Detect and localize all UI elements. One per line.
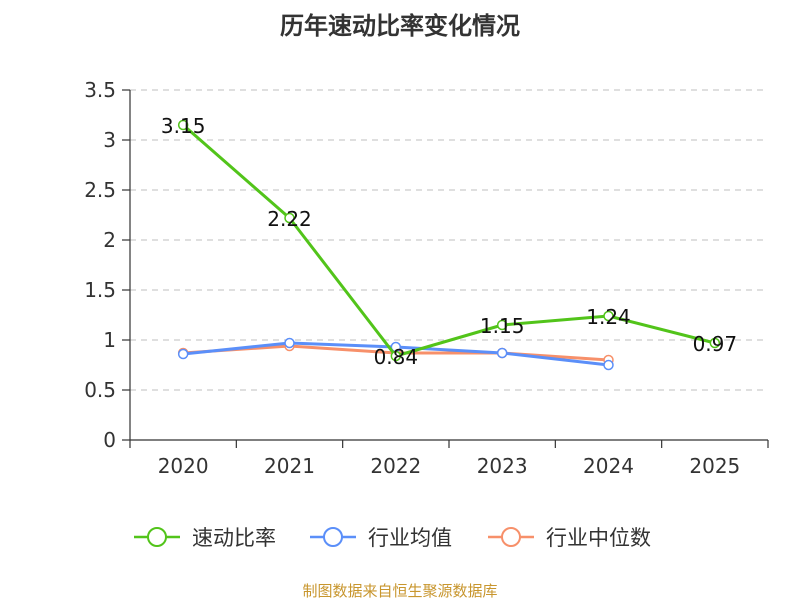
data-point — [496, 347, 508, 359]
data-point — [603, 359, 614, 371]
data-label: 3.15 — [161, 114, 206, 138]
data-label: 2.22 — [267, 207, 312, 231]
data-label: 0.84 — [374, 345, 419, 369]
x-tick-label: 2021 — [264, 454, 315, 478]
x-tick-label: 2023 — [477, 454, 528, 478]
data-label: 0.97 — [693, 332, 738, 356]
data-source-note: 制图数据来自恒生聚源数据库 — [302, 582, 498, 600]
x-tick-label: 2020 — [158, 454, 209, 478]
x-tick-label: 2025 — [689, 454, 740, 478]
y-tick-label: 3.5 — [84, 78, 116, 102]
data-point — [177, 119, 189, 131]
legend-marker — [147, 527, 167, 547]
x-tick-label: 2024 — [583, 454, 634, 478]
legend-label: 行业均值 — [368, 526, 452, 550]
data-point — [177, 348, 189, 360]
y-tick-label: 3 — [103, 128, 116, 152]
legend-marker — [323, 527, 343, 547]
data-point — [284, 337, 295, 349]
data-point — [390, 350, 402, 362]
series-line — [182, 123, 716, 358]
y-tick-label: 2 — [103, 228, 116, 252]
y-tick-label: 2.5 — [84, 178, 116, 202]
legend-label: 行业中位数 — [546, 526, 651, 550]
data-point — [709, 337, 721, 349]
data-point — [603, 310, 614, 322]
data-point — [496, 319, 508, 331]
y-tick-label: 1 — [103, 328, 116, 352]
x-tick-label: 2022 — [370, 454, 421, 478]
legend-label: 速动比率 — [192, 526, 276, 550]
legend-marker — [501, 527, 521, 547]
data-label: 1.24 — [586, 305, 631, 329]
y-tick-label: 1.5 — [84, 278, 116, 302]
y-tick-label: 0 — [103, 428, 116, 452]
chart-title: 历年速动比率变化情况 — [280, 12, 520, 40]
data-point — [284, 212, 295, 224]
data-label: 1.15 — [480, 314, 525, 338]
y-tick-label: 0.5 — [84, 378, 116, 402]
